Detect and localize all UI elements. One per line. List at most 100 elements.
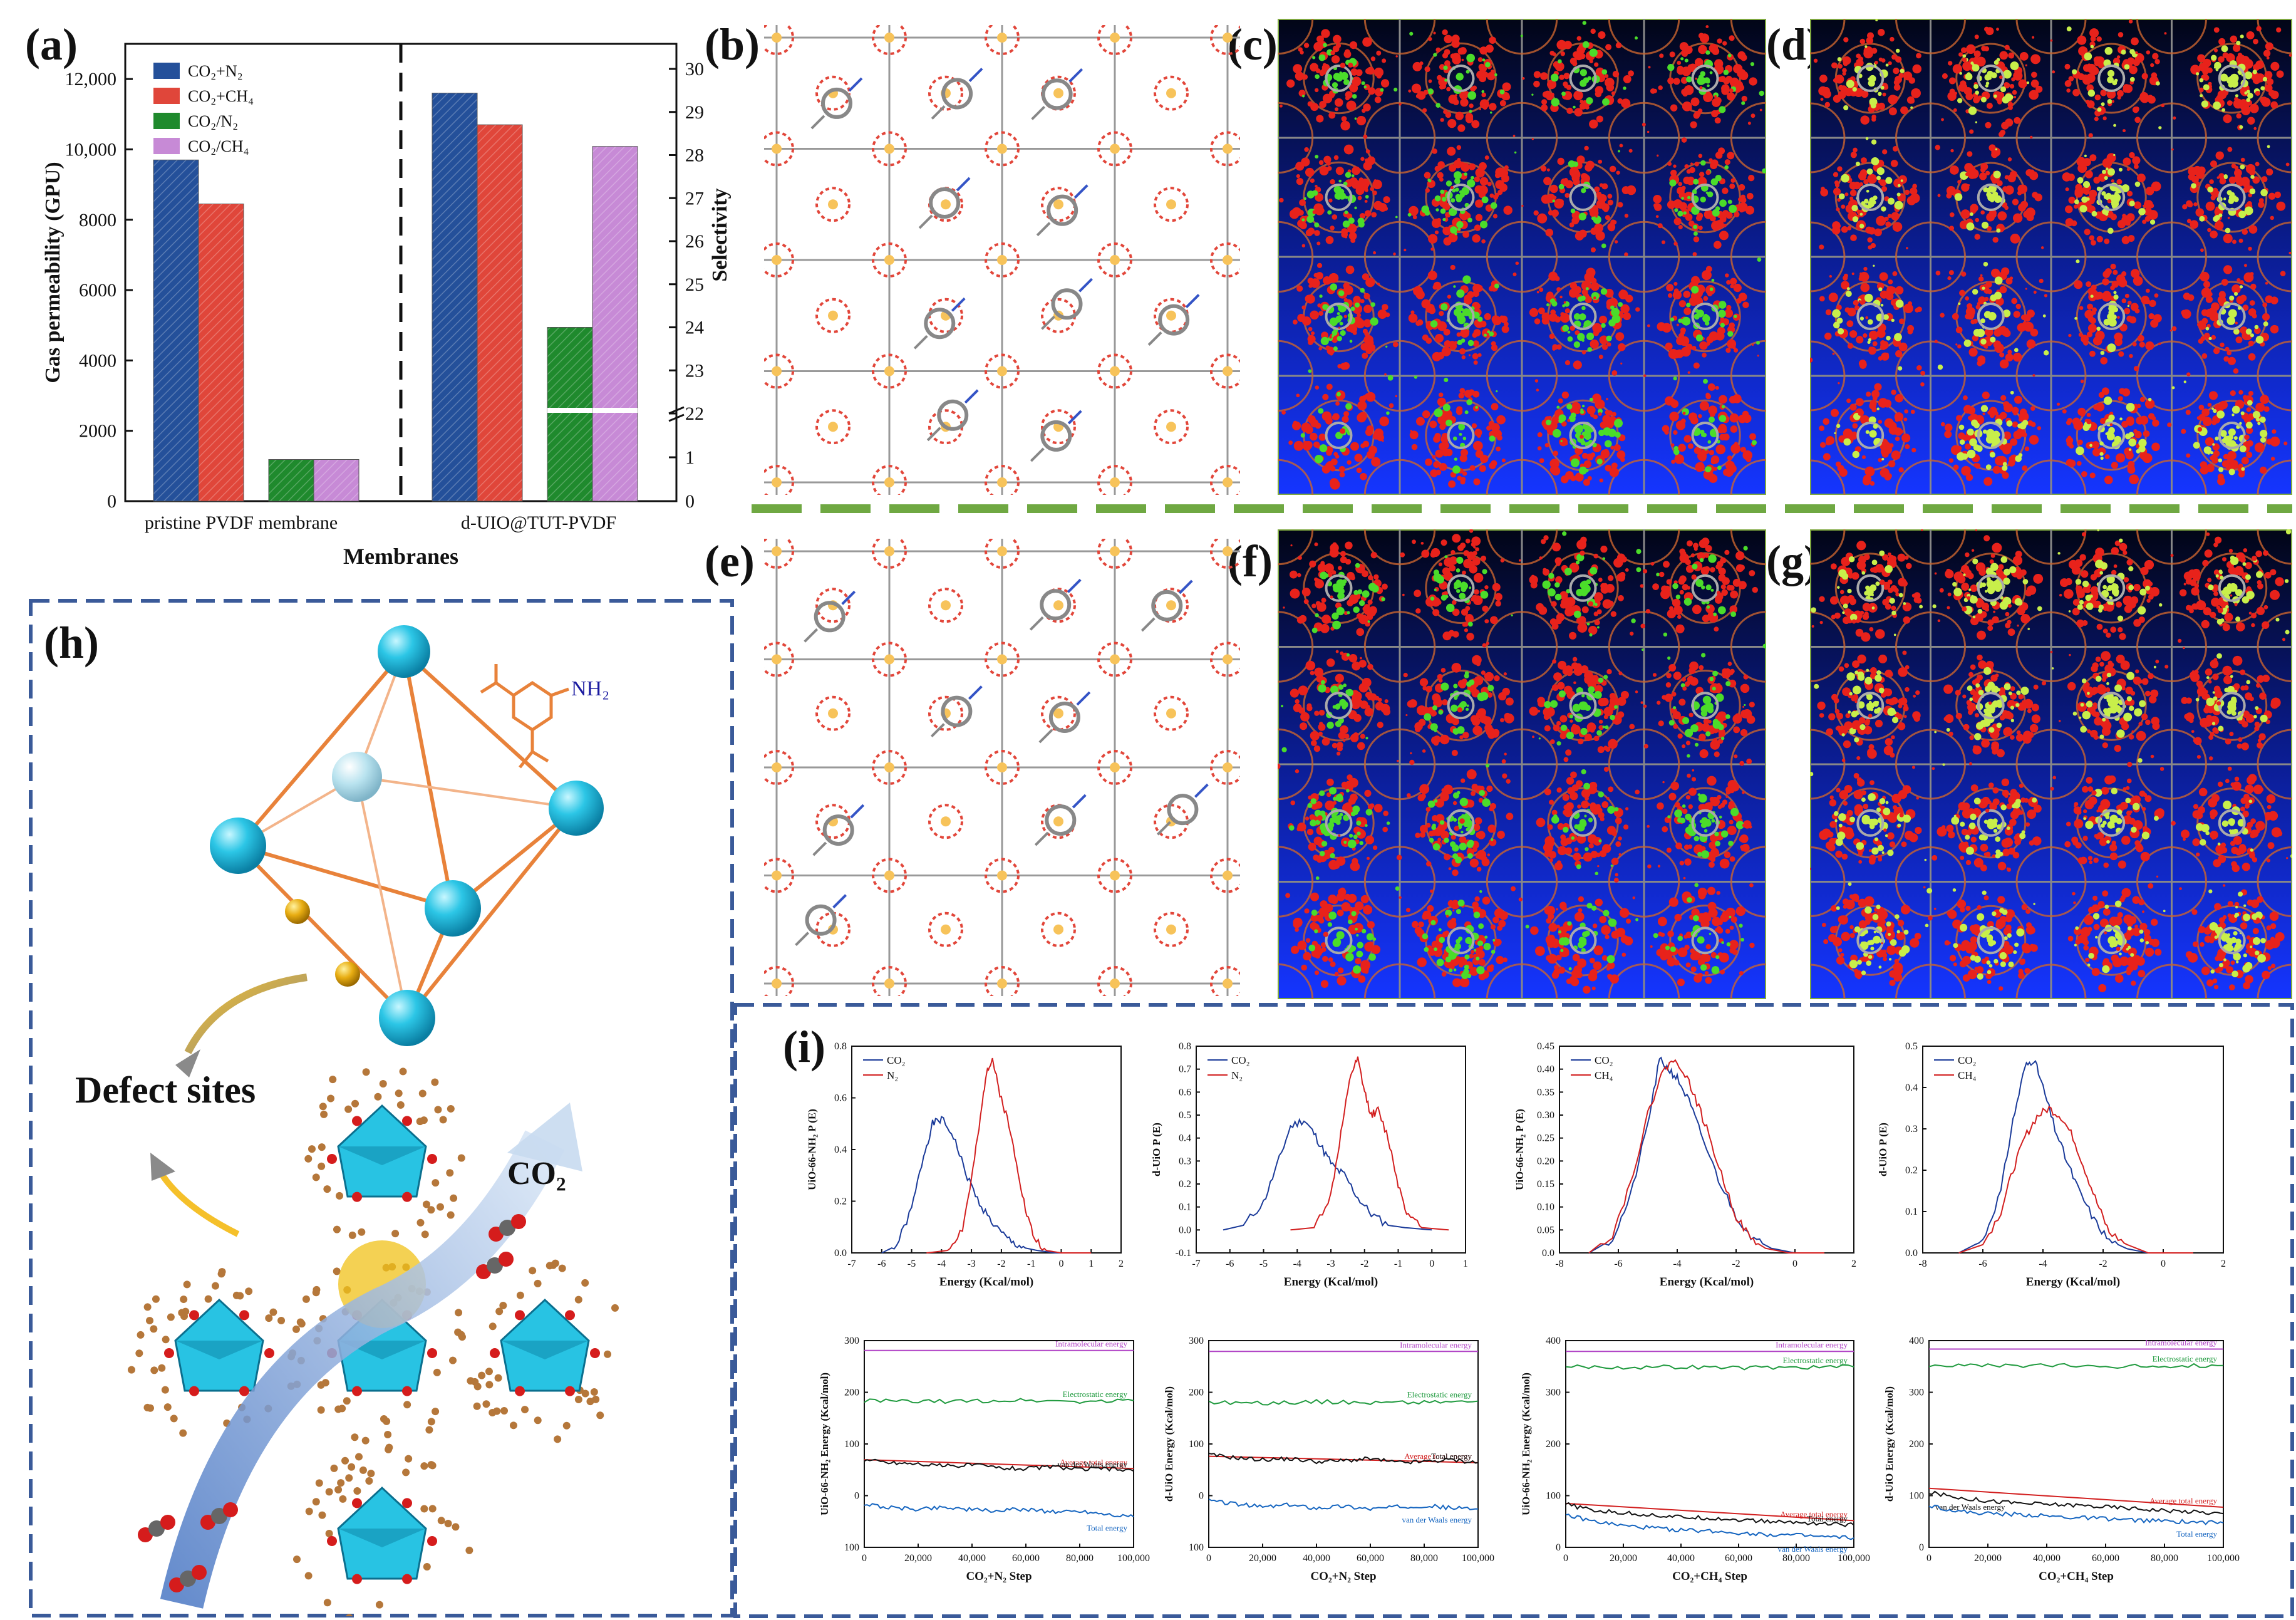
- y-tick-label: 200: [1909, 1439, 1924, 1450]
- x-tick-label: -7: [847, 1259, 856, 1269]
- y2-tick-label: 25: [685, 274, 704, 295]
- y-tick-label: 0.4: [1905, 1083, 1918, 1093]
- x-tick-label: -7: [1192, 1259, 1200, 1269]
- x-tick-label: 100,000: [1462, 1553, 1494, 1564]
- y-tick-label: 0.15: [1537, 1179, 1554, 1190]
- panel-label-b: (b): [705, 19, 760, 70]
- y-axis-label: UiO-66-NH₂ Energy (Kcal/mol): [1520, 1373, 1532, 1515]
- y-tick-label: 0.30: [1537, 1110, 1554, 1121]
- y2-axis-label: Selectivity: [708, 188, 732, 281]
- legend-label: CO₂/CH₄: [188, 137, 249, 155]
- y-tick-label: 100: [1189, 1542, 1204, 1553]
- x-category-label: pristine PVDF membrane: [145, 512, 338, 533]
- density-map-f: [1278, 529, 1766, 999]
- x-tick-label: -8: [1918, 1259, 1926, 1269]
- y-tick-label: 8000: [79, 210, 116, 231]
- y2-tick-label: 30: [685, 59, 704, 80]
- x-tick-label: -1: [1394, 1259, 1402, 1269]
- series-line: [1928, 1363, 2224, 1369]
- green-divider: [752, 504, 2292, 513]
- series-label: Total energy: [1087, 1523, 1127, 1532]
- series-line: [864, 1458, 1134, 1472]
- x-tick-label: 40,000: [1667, 1553, 1695, 1564]
- series-line: [1588, 1059, 1824, 1254]
- x-tick-label: 20,000: [1610, 1553, 1637, 1564]
- y-tick-label: 0.40: [1537, 1064, 1554, 1075]
- y-tick-label: 0.3: [1179, 1156, 1191, 1166]
- bar-CON-0: [153, 159, 199, 502]
- bar-COCH-0: [198, 204, 244, 502]
- y-tick-label: 0.2: [834, 1197, 847, 1207]
- x-axis-label: CO₂+N₂ Step: [966, 1570, 1032, 1583]
- series-line: [1565, 1364, 1854, 1371]
- bar-COCH-1: [477, 124, 523, 502]
- legend-label: CH₄: [1958, 1069, 1977, 1081]
- y-tick-label: 2000: [79, 421, 116, 442]
- density-map-g: [1810, 529, 2292, 999]
- x-tick-label: 20,000: [904, 1553, 932, 1564]
- x-tick-label: 20,000: [1249, 1553, 1276, 1564]
- x-tick-label: -6: [1226, 1259, 1234, 1269]
- y-tick-label: 0.3: [1905, 1124, 1918, 1135]
- co2-label: CO₂: [507, 1156, 566, 1192]
- y-axis-label: UiO-66-NH₂ Energy (Kcal/mol): [819, 1373, 830, 1515]
- x-tick-label: 60,000: [1725, 1553, 1752, 1564]
- x-tick-label: -2: [997, 1259, 1005, 1269]
- y-tick-label: 200: [844, 1388, 859, 1398]
- energy-chart-i7: 0 20,000 40,000 60,000 80,000 100,000 0 100 200 3…: [1520, 1336, 1870, 1583]
- series-line: [1928, 1504, 2224, 1525]
- y-tick-label: 0.10: [1537, 1202, 1554, 1213]
- x-tick-label: 60,000: [1357, 1553, 1384, 1564]
- x-tick-label: 40,000: [958, 1553, 986, 1564]
- energy-chart-i1: -7 -6 -5 -4 -3 -2 -1 0 1 2 0.0 0.2 0.4 0.6 0.8 Energy (…: [806, 1041, 1124, 1289]
- panel-i-frame: [733, 1003, 2294, 1618]
- x-axis-label: Energy (Kcal/mol): [1284, 1275, 1378, 1289]
- series-label: Intramolecular energy: [1055, 1339, 1127, 1349]
- y-tick-label: 0.05: [1537, 1225, 1554, 1235]
- legend-label: CO₂: [887, 1054, 906, 1066]
- x-tick-label: 2: [1119, 1259, 1124, 1269]
- y2-tick-label: 22: [685, 403, 704, 424]
- series-line: [1565, 1502, 1854, 1522]
- panel-h-frame: [29, 599, 734, 1617]
- series-label: van der Waals energy: [1778, 1544, 1848, 1554]
- x-tick-label: -2: [2099, 1259, 2107, 1269]
- x-tick-label: -4: [938, 1259, 946, 1269]
- x-axis-label: CO₂+N₂ Step: [1310, 1570, 1376, 1583]
- y-tick-label: 0: [1199, 1491, 1204, 1502]
- x-tick-label: 80,000: [2151, 1553, 2178, 1564]
- y-tick-label: 0.0: [834, 1248, 847, 1259]
- series-line: [1208, 1453, 1479, 1465]
- x-tick-label: 0: [1206, 1553, 1211, 1564]
- x-tick-label: 0: [862, 1553, 867, 1564]
- y-tick-label: 200: [1189, 1388, 1204, 1398]
- x-category-label: d-UIO@TUT-PVDF: [461, 512, 616, 533]
- panel-label-i: (i): [783, 1022, 825, 1072]
- series-line: [1958, 1106, 2193, 1254]
- y-tick-label: 0: [1919, 1542, 1924, 1553]
- x-tick-label: 20,000: [1974, 1553, 2002, 1564]
- series-line: [1208, 1399, 1479, 1406]
- series-label: van der Waals energy: [1935, 1502, 2005, 1512]
- density-map-d: [1810, 19, 2292, 495]
- x-axis-label: Membranes: [343, 544, 458, 569]
- series-label: Intramolecular energy: [1400, 1340, 1472, 1349]
- series-label: Electrostatic energy: [1063, 1389, 1128, 1399]
- x-tick-label: 0: [1563, 1553, 1568, 1564]
- y-tick-label: 0.35: [1537, 1087, 1554, 1098]
- x-tick-label: 80,000: [1782, 1553, 1810, 1564]
- y2-tick-label: 26: [685, 231, 704, 252]
- y-tick-label: 100: [844, 1542, 859, 1553]
- y-tick-label: 0: [854, 1491, 859, 1502]
- defect-sites-label: Defect sites: [75, 1069, 256, 1111]
- series-label: Average total energy: [1780, 1509, 1848, 1519]
- series-line: [864, 1459, 1134, 1470]
- y-tick-label: 10,000: [65, 139, 117, 160]
- x-tick-label: 0: [1429, 1259, 1434, 1269]
- x-tick-label: -2: [1360, 1259, 1368, 1269]
- y-tick-label: 0.0: [1905, 1248, 1918, 1259]
- panel-label-f: (f): [1228, 536, 1273, 586]
- y-tick-label: 0.8: [834, 1041, 847, 1052]
- x-tick-label: 1: [1089, 1259, 1094, 1269]
- energy-chart-i4: -8 -6 -4 -2 0 2 0.0 0.1 0.2 0.3 0.4 0.5 Energy (Kcal…: [1877, 1041, 2226, 1289]
